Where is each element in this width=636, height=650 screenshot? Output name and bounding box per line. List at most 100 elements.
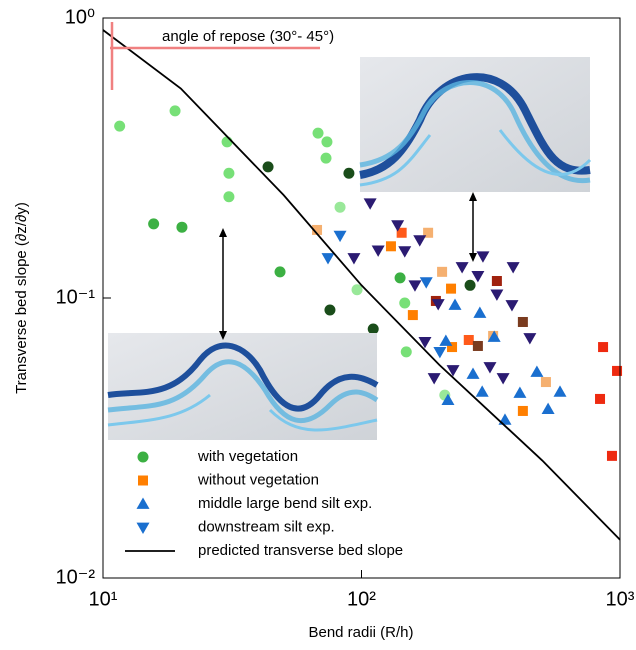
point: [148, 218, 160, 230]
point: [324, 304, 336, 316]
point: [367, 323, 379, 335]
point: [530, 365, 544, 377]
point: [463, 334, 474, 345]
point: [413, 235, 427, 247]
point: [475, 385, 489, 397]
legend-marker: [138, 475, 148, 486]
point: [498, 413, 512, 425]
arrow: [219, 192, 477, 340]
point: [347, 253, 361, 265]
point: [496, 373, 510, 385]
point: [517, 405, 528, 416]
legend-label: without vegetation: [197, 471, 319, 488]
point: [517, 316, 528, 327]
point: [385, 241, 396, 252]
point: [427, 373, 441, 385]
point: [540, 377, 551, 388]
point: [437, 266, 448, 277]
y-axis-title: Transverse bed slope (∂z/∂y): [13, 202, 30, 394]
legend-label: with vegetation: [197, 448, 298, 465]
point: [394, 272, 406, 284]
point: [398, 246, 412, 258]
point: [595, 393, 606, 404]
point: [419, 277, 433, 289]
point: [343, 167, 355, 179]
point: [221, 136, 233, 148]
point: [446, 283, 457, 294]
point: [553, 385, 567, 397]
point: [407, 310, 418, 321]
point: [446, 365, 460, 377]
point: [448, 298, 462, 310]
point: [114, 120, 126, 132]
point: [320, 152, 332, 164]
y-tick-label: 10⁻²: [56, 566, 96, 588]
point: [523, 333, 537, 345]
point: [433, 347, 447, 359]
point: [612, 365, 623, 376]
x-tick-label: 10³: [606, 588, 635, 610]
point: [487, 330, 501, 342]
inset-photo: [359, 57, 592, 192]
plot-area: [102, 29, 623, 541]
repose-bracket: [110, 22, 320, 90]
legend-label: middle large bend silt exp.: [198, 495, 372, 512]
point: [312, 224, 323, 235]
point: [513, 386, 527, 398]
point: [472, 340, 483, 351]
prediction-line: [102, 29, 621, 541]
point: [541, 402, 555, 414]
legend-marker: [136, 497, 150, 509]
point: [447, 342, 458, 353]
point: [473, 306, 487, 318]
point: [466, 367, 480, 379]
point: [223, 191, 235, 203]
legend-marker: [137, 451, 149, 463]
point: [491, 276, 502, 287]
point: [418, 337, 432, 349]
legend-marker: [136, 522, 150, 534]
point: [471, 270, 485, 283]
point: [455, 262, 469, 274]
point: [334, 201, 346, 213]
point: [606, 450, 617, 461]
x-tick-label: 10¹: [89, 588, 118, 610]
point: [598, 342, 609, 353]
point: [441, 393, 455, 405]
point: [169, 105, 181, 117]
point: [223, 167, 235, 179]
point: [476, 251, 490, 263]
point: [399, 297, 411, 309]
point: [333, 230, 347, 243]
point: [391, 220, 405, 232]
y-tick-label: 10⁻¹: [56, 286, 96, 308]
point: [321, 253, 335, 265]
point: [396, 227, 407, 238]
point: [505, 300, 519, 312]
point: [371, 245, 385, 257]
point: [423, 227, 434, 238]
annotation: angle of repose (30°- 45°): [162, 28, 334, 45]
inset-photo: [107, 333, 379, 440]
point: [176, 221, 188, 233]
y-tick-label: 10⁰: [65, 6, 95, 28]
point: [506, 262, 520, 274]
point: [351, 284, 363, 296]
point: [490, 289, 504, 301]
x-axis-title: Bend radii (R/h): [308, 624, 413, 641]
legend-label: downstream silt exp.: [198, 518, 335, 535]
point: [439, 334, 453, 346]
point: [464, 279, 476, 291]
point: [321, 136, 333, 148]
point: [408, 280, 422, 292]
point: [400, 346, 412, 358]
point: [262, 161, 274, 173]
point: [483, 362, 497, 374]
x-tick-label: 10²: [347, 588, 376, 610]
point: [431, 299, 445, 311]
point: [312, 127, 324, 139]
point: [363, 198, 377, 210]
legend-label: predicted transverse bed slope: [198, 542, 403, 559]
